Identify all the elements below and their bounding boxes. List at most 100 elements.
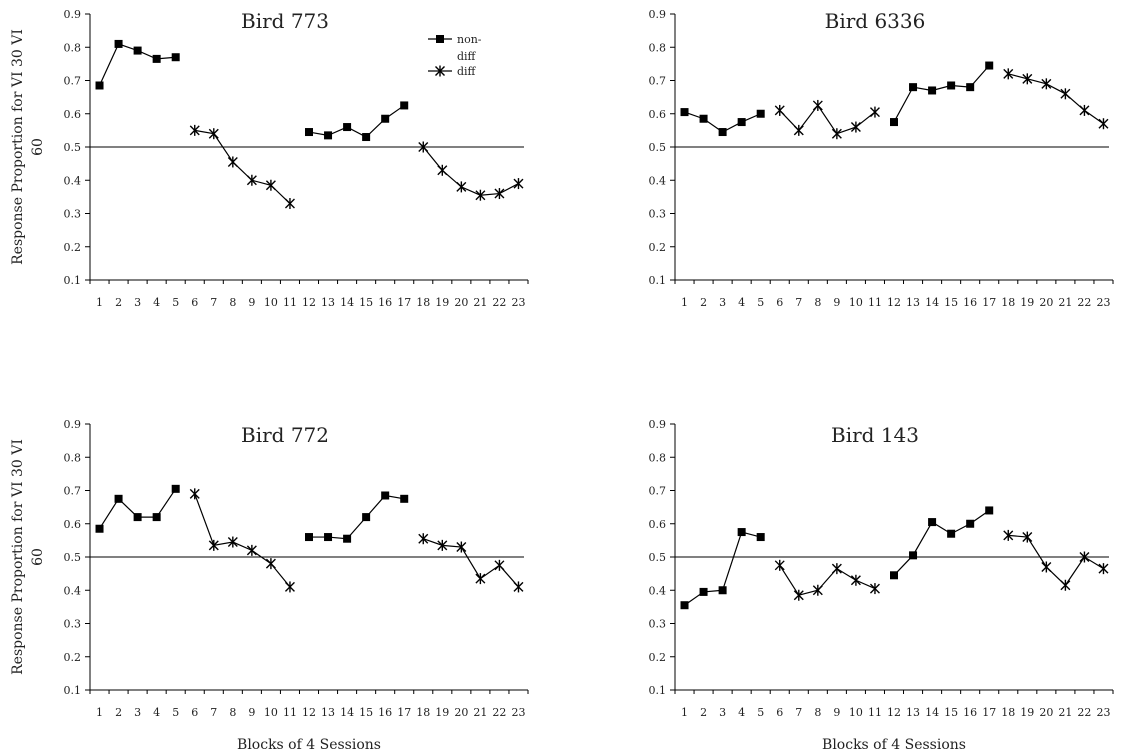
data-point <box>869 583 880 595</box>
data-point <box>171 53 180 62</box>
x-tick-label: 19 <box>435 706 449 719</box>
series-line <box>309 494 405 540</box>
data-point <box>305 128 313 137</box>
y-tick-label: 0.9 <box>649 8 667 21</box>
series-segment-square <box>680 528 765 610</box>
series-line <box>779 564 876 596</box>
x-tick-label: 3 <box>719 706 726 719</box>
x-tick-label: 19 <box>1020 296 1034 309</box>
data-point <box>812 99 823 111</box>
x-tick-label: 16 <box>378 706 392 719</box>
series-segment-square <box>680 108 765 137</box>
data-point <box>381 114 390 123</box>
data-point <box>343 534 352 543</box>
data-point <box>513 581 524 593</box>
data-point <box>909 551 918 560</box>
data-point <box>189 124 200 136</box>
x-tick-label: 16 <box>378 296 392 309</box>
x-tick-label: 21 <box>1058 296 1072 309</box>
data-point <box>418 141 429 153</box>
x-tick-label: 20 <box>454 296 468 309</box>
x-tick-label: 17 <box>982 706 996 719</box>
data-point <box>171 484 180 493</box>
x-tick-label: 10 <box>849 296 863 309</box>
y-axis-label-line2: 60 <box>30 138 46 156</box>
data-point <box>418 533 429 545</box>
data-point <box>1060 579 1071 591</box>
y-tick-label: 0.2 <box>64 241 82 254</box>
x-axis-label: Blocks of 4 Sessions <box>237 737 381 753</box>
data-point <box>152 54 161 63</box>
data-point <box>680 601 689 610</box>
series-line <box>194 493 291 588</box>
data-point <box>928 86 937 95</box>
data-point <box>265 558 276 570</box>
y-tick-label: 0.8 <box>64 41 82 54</box>
x-tick-label: 18 <box>1001 296 1015 309</box>
data-point <box>718 128 727 137</box>
y-tick-label: 0.5 <box>649 551 667 564</box>
data-point <box>928 518 937 527</box>
y-tick-label: 0.3 <box>649 618 667 631</box>
data-point <box>133 46 142 55</box>
data-point <box>850 121 861 133</box>
x-tick-label: 14 <box>340 296 354 309</box>
data-point <box>265 179 276 191</box>
y-tick-label: 0.5 <box>649 141 667 154</box>
data-point <box>1003 529 1014 541</box>
data-point <box>985 506 994 515</box>
y-axis-label: Response Proportion for VI 30 VI <box>10 29 26 265</box>
data-point <box>718 586 727 595</box>
y-tick-label: 0.2 <box>64 651 82 664</box>
data-point <box>890 571 898 580</box>
data-point <box>95 81 104 90</box>
data-point <box>947 529 956 538</box>
data-point <box>475 573 486 585</box>
x-tick-label: 1 <box>681 296 688 309</box>
data-point <box>208 539 219 551</box>
series-segment-square <box>305 101 409 142</box>
y-tick-label: 0.9 <box>64 418 82 431</box>
data-point <box>95 524 104 533</box>
x-tick-label: 22 <box>1077 706 1091 719</box>
x-tick-label: 6 <box>191 296 198 309</box>
x-tick-label: 1 <box>96 296 103 309</box>
x-tick-label: 8 <box>814 296 821 309</box>
y-tick-label: 0.3 <box>64 618 82 631</box>
data-point <box>513 178 524 190</box>
x-tick-label: 19 <box>1020 706 1034 719</box>
data-point <box>1079 551 1090 563</box>
data-point <box>494 188 505 200</box>
data-point <box>909 83 918 92</box>
x-tick-label: 10 <box>264 706 278 719</box>
x-tick-label: 8 <box>229 706 236 719</box>
y-tick-label: 0.2 <box>649 651 667 664</box>
data-point <box>1003 68 1014 80</box>
x-tick-label: 13 <box>906 296 920 309</box>
x-tick-label: 14 <box>340 706 354 719</box>
x-tick-label: 12 <box>302 706 316 719</box>
x-tick-label: 13 <box>321 706 335 719</box>
data-point <box>890 118 898 127</box>
x-tick-label: 2 <box>115 296 122 309</box>
series-segment-square <box>95 39 180 90</box>
x-tick-label: 5 <box>172 706 179 719</box>
legend-label-diff: diff <box>457 65 477 78</box>
data-point <box>850 574 861 586</box>
y-tick-label: 0.2 <box>649 241 667 254</box>
data-point <box>985 61 994 70</box>
x-tick-label: 16 <box>963 296 977 309</box>
series-line <box>194 129 291 204</box>
x-tick-label: 18 <box>416 706 430 719</box>
y-tick-label: 0.1 <box>64 274 82 287</box>
data-point <box>1079 104 1090 116</box>
x-tick-label: 6 <box>776 296 783 309</box>
series-segment-star <box>774 559 880 601</box>
x-tick-label: 4 <box>153 706 160 719</box>
x-tick-label: 23 <box>1096 296 1110 309</box>
x-tick-label: 2 <box>700 296 707 309</box>
x-tick-label: 1 <box>96 706 103 719</box>
chart-title: Bird 6336 <box>825 9 926 33</box>
x-tick-label: 7 <box>210 296 217 309</box>
